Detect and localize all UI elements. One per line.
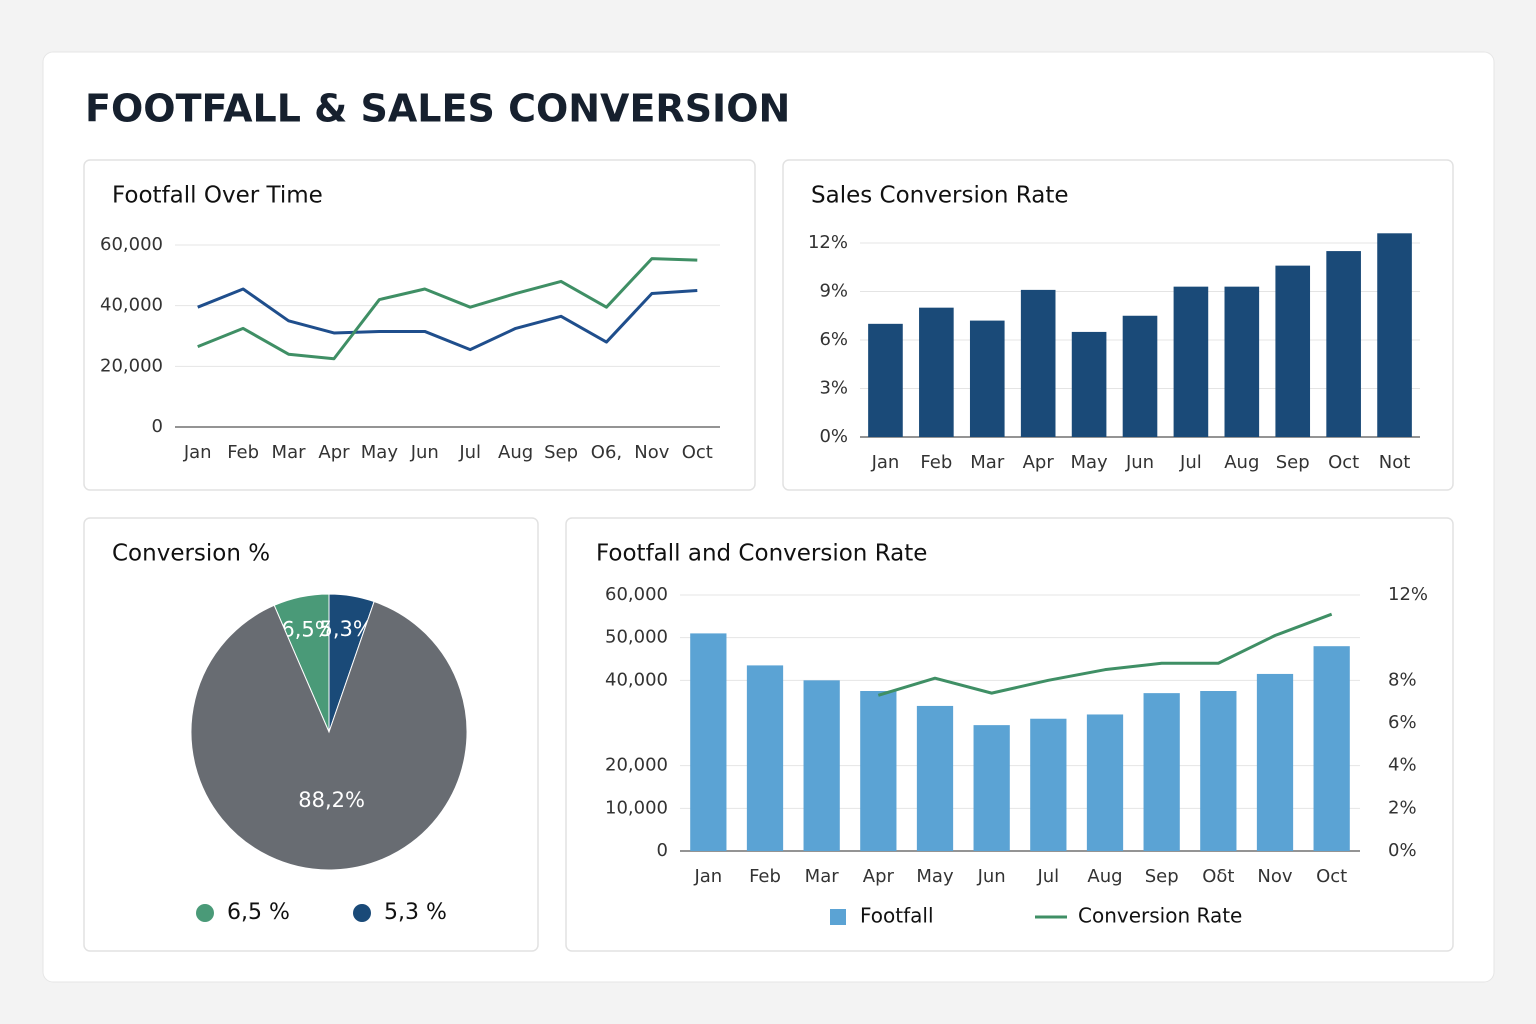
slice-label: 6,5%: [281, 618, 334, 642]
x-tick-label: Jul: [1036, 866, 1059, 887]
bar: [868, 323, 903, 437]
x-tick-label: Mar: [970, 452, 1005, 473]
x-tick-label: Mar: [805, 866, 840, 887]
x-tick-label: Apr: [1023, 452, 1055, 473]
y-tick-label: 6%: [819, 329, 848, 350]
x-tick-label: Oct: [682, 442, 713, 463]
chart-title: Sales Conversion Rate: [811, 183, 1069, 209]
bar: [1020, 289, 1056, 437]
legend-swatch: [196, 904, 214, 922]
line: [197, 287, 698, 352]
y-tick-label: 10,000: [605, 797, 668, 818]
bar: [1377, 233, 1412, 437]
bar: [1275, 265, 1311, 437]
x-tick-label: Sep: [1276, 452, 1310, 473]
x-tick-label: Apr: [318, 442, 350, 463]
chart-title: Footfall Over Time: [112, 183, 323, 209]
x-tick-label: Aug: [1224, 452, 1259, 473]
legend-label: Conversion Rate: [1078, 904, 1242, 928]
y-tick-label: 12%: [808, 232, 848, 253]
x-tick-label: Mar: [272, 442, 307, 463]
x-tick-label: Apr: [863, 866, 895, 887]
bar: [1071, 331, 1107, 437]
x-tick-label: Oct: [1316, 866, 1347, 887]
y-tick-label: 60,000: [100, 234, 163, 255]
y-tick-label: 0%: [819, 426, 848, 447]
chart-title: Footfall and Conversion Rate: [596, 541, 927, 567]
bar: [1173, 286, 1209, 437]
x-tick-label: Feb: [920, 452, 952, 473]
bar: [1326, 251, 1361, 437]
x-tick-label: May: [1070, 452, 1108, 473]
x-tick-label: Jun: [410, 442, 439, 463]
bar: [1200, 691, 1237, 851]
y-tick-label: 20,000: [605, 755, 668, 776]
bar: [969, 320, 1005, 437]
y2-tick-label: 2%: [1388, 797, 1417, 818]
line: [197, 257, 698, 361]
y2-tick-label: 8%: [1388, 669, 1417, 690]
bar: [690, 633, 727, 851]
bar: [1224, 286, 1260, 437]
x-tick-label: Aug: [1087, 866, 1122, 887]
legend-swatch: [830, 909, 846, 925]
chart-title: Conversion %: [112, 541, 270, 567]
x-tick-label: Jul: [1179, 452, 1202, 473]
x-tick-label: Jan: [871, 452, 900, 473]
x-tick-label: Jun: [1125, 452, 1154, 473]
slice-label: 88,2%: [298, 788, 365, 812]
bar: [1030, 718, 1067, 851]
x-tick-label: Feb: [749, 866, 781, 887]
x-tick-label: Sep: [1145, 866, 1179, 887]
x-tick-label: Feb: [227, 442, 259, 463]
bar: [1313, 646, 1350, 851]
y-tick-label: 9%: [819, 281, 848, 302]
x-tick-label: May: [361, 442, 399, 463]
y-tick-label: 40,000: [605, 669, 668, 690]
bar: [916, 705, 954, 851]
y2-tick-label: 4%: [1388, 755, 1417, 776]
x-tick-label: Jul: [458, 442, 481, 463]
bar: [746, 665, 784, 851]
x-tick-label: Jun: [977, 866, 1006, 887]
bar: [1143, 693, 1180, 851]
bar: [1086, 714, 1124, 851]
page-title: FOOTFALL & SALES CONVERSION: [85, 87, 790, 131]
y2-tick-label: 6%: [1388, 712, 1417, 733]
x-tick-label: Oct: [1328, 452, 1359, 473]
y-tick-label: 50,000: [605, 627, 668, 648]
y-tick-label: 0: [657, 840, 668, 861]
y2-tick-label: 12%: [1388, 584, 1428, 605]
legend-label: 6,5 %: [227, 900, 290, 925]
x-tick-label: Nov: [634, 442, 669, 463]
y-tick-label: 0: [152, 416, 163, 437]
bar: [803, 680, 840, 851]
bar: [860, 691, 897, 851]
pie-slice: [190, 600, 468, 871]
bar: [973, 725, 1010, 851]
panel: [83, 159, 756, 491]
x-tick-label: O6,: [591, 442, 622, 463]
legend-swatch: [353, 904, 371, 922]
x-tick-label: Sep: [544, 442, 578, 463]
bar: [1122, 315, 1158, 437]
x-tick-label: May: [916, 866, 954, 887]
line: [877, 612, 1333, 697]
x-tick-label: Jan: [183, 442, 212, 463]
x-tick-label: Nov: [1257, 866, 1292, 887]
y-tick-label: 3%: [819, 378, 848, 399]
y-tick-label: 20,000: [100, 355, 163, 376]
x-tick-label: Not: [1379, 452, 1411, 473]
y-tick-label: 40,000: [100, 295, 163, 316]
x-tick-label: Jan: [693, 866, 722, 887]
bar: [1256, 673, 1294, 851]
y-tick-label: 60,000: [605, 584, 668, 605]
x-tick-label: Oδt: [1202, 866, 1234, 887]
bar: [919, 307, 954, 437]
legend-label: Footfall: [860, 904, 934, 928]
x-tick-label: Aug: [498, 442, 533, 463]
legend-label: 5,3 %: [384, 900, 447, 925]
y2-tick-label: 0%: [1388, 840, 1417, 861]
